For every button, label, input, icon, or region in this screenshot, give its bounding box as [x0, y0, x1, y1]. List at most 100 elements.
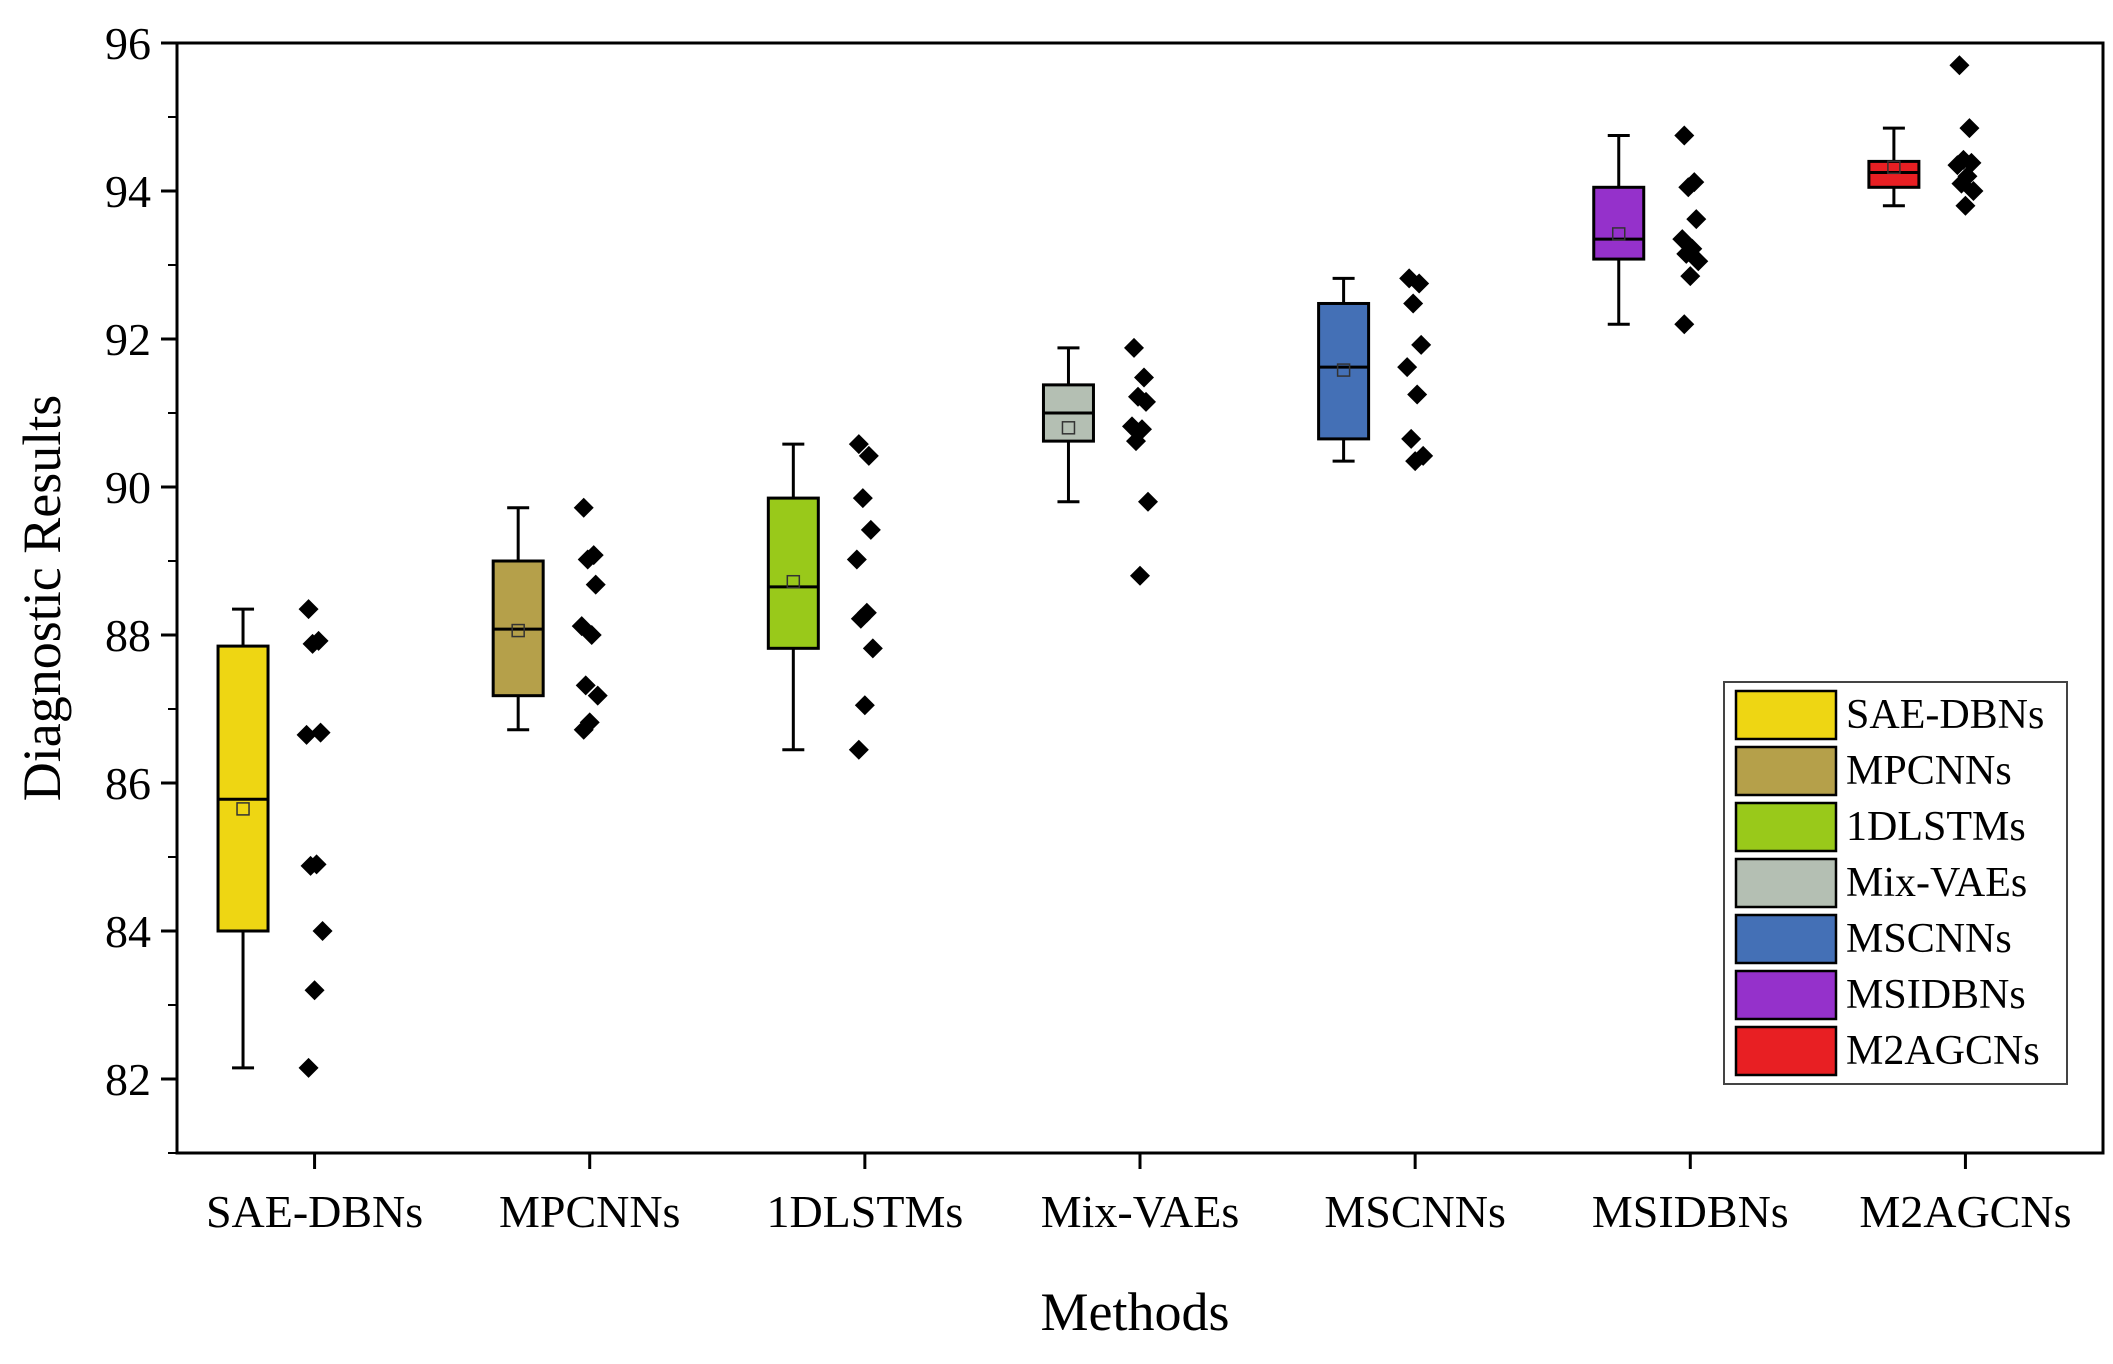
box-1dlstms: [766, 442, 820, 752]
legend-label: Mix-VAEs: [1846, 860, 2027, 906]
legend-label: M2AGCNs: [1846, 1028, 2040, 1074]
y-axis: 82 84 86 88 90 92 94 96: [105, 18, 177, 1154]
box-m2agcns: [1867, 126, 1921, 208]
data-point: [585, 574, 606, 595]
data-point: [848, 739, 869, 760]
data-point: [1955, 195, 1976, 216]
data-point: [581, 625, 602, 645]
x-tick-label: M2AGCNs: [1859, 1186, 2071, 1237]
boxes-layer: [216, 126, 1921, 1070]
data-point: [1949, 55, 1970, 76]
mean-marker: [1887, 160, 1901, 175]
x-tick-label: MSIDBNs: [1592, 1186, 1789, 1237]
data-point: [1124, 337, 1144, 358]
data-point: [1403, 293, 1424, 314]
data-point: [1407, 384, 1428, 405]
mean-marker: [1611, 227, 1626, 241]
data-point: [298, 599, 319, 620]
data-point: [573, 719, 594, 740]
mean-marker: [511, 623, 525, 638]
legend-label: MSCNNs: [1846, 916, 2012, 962]
points-layer: [296, 55, 1984, 1078]
data-point: [1411, 334, 1432, 355]
data-point: [846, 549, 867, 570]
x-tick-label: SAE-DBNs: [206, 1186, 423, 1237]
legend-label: SAE-DBNs: [1846, 692, 2044, 738]
mean-marker: [236, 802, 250, 816]
box-body: [216, 644, 270, 933]
legend: SAE-DBNs MPCNNs 1DLSTMs Mix-VAEs MSCNNs MSIDB…: [1723, 681, 2068, 1085]
legend-swatch-1dlstms: [1734, 801, 1838, 853]
box-mpcnns: [491, 506, 545, 732]
data-point: [587, 685, 608, 706]
y-tick-label: 84: [105, 906, 151, 957]
legend-swatch-mpcnns: [1734, 745, 1838, 797]
data-point: [860, 519, 881, 540]
box-mscnns: [1317, 276, 1371, 463]
box-sae-dbns: [216, 607, 270, 1070]
data-point: [850, 608, 871, 629]
box-mix-vaes: [1041, 346, 1095, 504]
legend-swatch-mix-vaes: [1734, 857, 1838, 909]
legend-swatch-msidbns: [1734, 969, 1838, 1021]
y-tick-label: 96: [105, 18, 151, 69]
x-axis-title: Methods: [1041, 1282, 1230, 1342]
data-point: [1138, 491, 1158, 512]
data-point: [858, 445, 879, 466]
y-tick-label: 86: [105, 758, 151, 809]
data-point: [310, 722, 331, 743]
box-body: [766, 496, 820, 650]
data-point: [1688, 251, 1709, 272]
data-point: [1401, 428, 1422, 449]
data-point: [1405, 451, 1426, 472]
data-point: [304, 980, 325, 1001]
y-tick-label: 94: [105, 166, 151, 217]
data-point: [848, 434, 869, 455]
data-point: [1134, 367, 1154, 388]
data-point: [1947, 155, 1968, 176]
legend-swatch-mscnns: [1734, 913, 1838, 965]
data-point: [852, 488, 873, 509]
legend-label: 1DLSTMs: [1846, 804, 2026, 850]
data-point: [1409, 273, 1430, 294]
data-point: [573, 497, 594, 518]
x-tick-label: Mix-VAEs: [1041, 1186, 1240, 1237]
data-point: [1963, 181, 1984, 201]
box-body: [1592, 185, 1646, 261]
data-point: [1126, 431, 1146, 452]
y-tick-label: 88: [105, 610, 151, 661]
box-body: [1867, 159, 1921, 189]
data-point: [312, 921, 333, 941]
data-point: [296, 724, 317, 745]
data-point: [575, 675, 596, 696]
y-tick-label: 82: [105, 1054, 151, 1105]
data-point: [577, 549, 598, 570]
data-point: [1678, 177, 1699, 198]
y-axis-title: Diagnostic Results: [12, 395, 72, 801]
legend-label: MSIDBNs: [1846, 972, 2026, 1018]
data-point: [1130, 565, 1150, 586]
mean-marker: [786, 574, 801, 589]
data-point: [862, 638, 883, 659]
data-point: [1397, 357, 1418, 378]
x-tick-label: MSCNNs: [1324, 1186, 1506, 1237]
mean-marker: [1336, 363, 1351, 377]
data-point: [300, 855, 321, 876]
x-axis: SAE-DBNs MPCNNs 1DLSTMs Mix-VAEs MSCNNs MSIDB…: [206, 1153, 2072, 1237]
data-point: [298, 1057, 319, 1078]
box-body: [1317, 301, 1371, 441]
data-point: [854, 695, 875, 716]
x-tick-label: 1DLSTMs: [766, 1186, 963, 1237]
data-point: [302, 633, 323, 654]
data-point: [1136, 391, 1156, 412]
data-point: [1674, 314, 1695, 335]
mean-marker: [1061, 421, 1076, 435]
data-point: [1680, 266, 1701, 287]
legend-swatch-m2agcns: [1734, 1025, 1838, 1077]
y-tick-label: 90: [105, 462, 151, 513]
data-point: [1674, 125, 1695, 146]
box-msidbns: [1592, 134, 1646, 326]
x-tick-label: MPCNNs: [499, 1186, 681, 1237]
data-point: [1686, 209, 1707, 230]
